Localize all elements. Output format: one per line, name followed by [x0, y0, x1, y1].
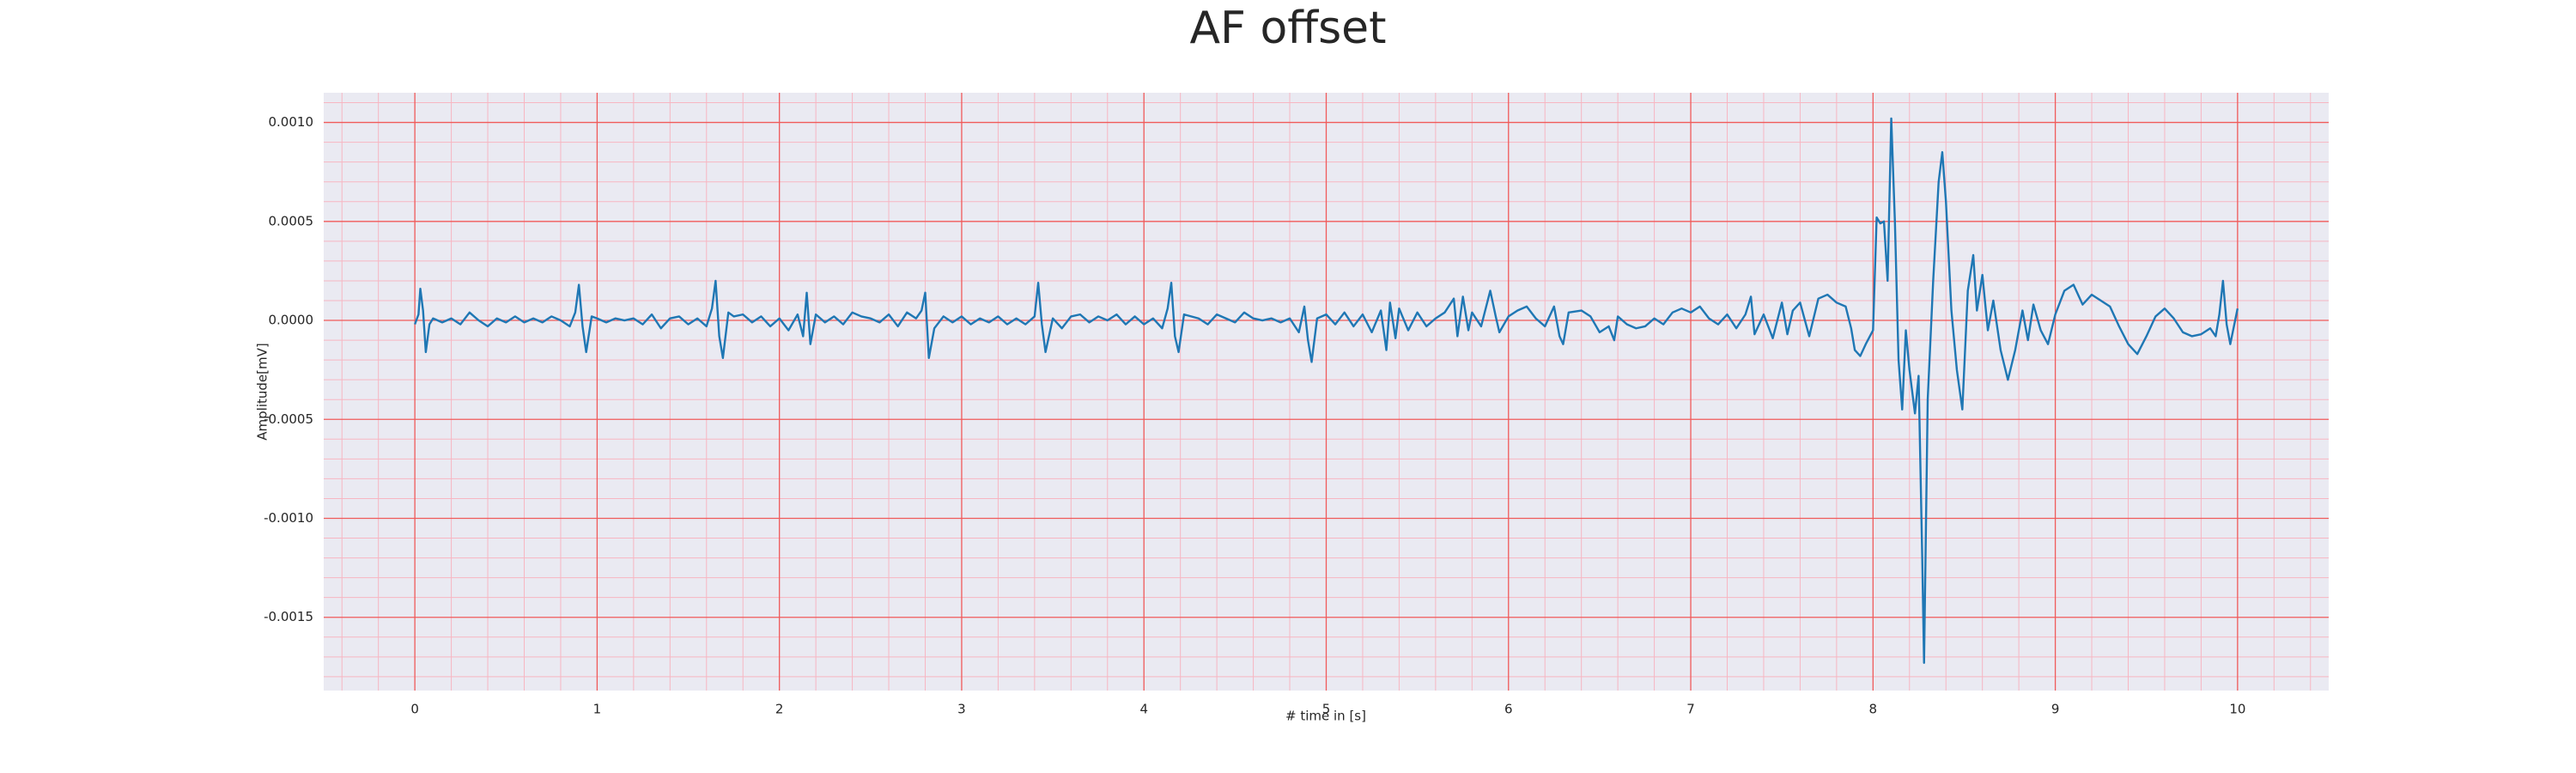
major-grid — [324, 93, 2329, 691]
y-tick-label: 0.0005 — [269, 213, 314, 228]
x-tick-label: 2 — [775, 702, 784, 717]
y-tick-label: -0.0010 — [264, 510, 313, 526]
y-tick-label: -0.0015 — [264, 609, 313, 624]
x-tick-label: 10 — [2229, 702, 2245, 717]
y-tick-label: -0.0005 — [264, 411, 313, 427]
x-tick-label: 3 — [957, 702, 966, 717]
data-layer — [414, 117, 2239, 664]
chart-title: AF offset — [1189, 3, 1386, 54]
x-tick-label: 1 — [593, 702, 602, 717]
x-tick-label: 7 — [1686, 702, 1695, 717]
y-tick-label: 0.0010 — [269, 114, 314, 130]
x-tick-label: 8 — [1869, 702, 1878, 717]
signal-line — [414, 117, 2239, 664]
y-axis-label: Amplitude[mV] — [255, 343, 270, 440]
labels: 0 1 2 3 4 5 6 7 8 9 10 -0.0015 -0.0010 -0.0005 0.0000 0… — [264, 114, 2245, 716]
x-tick-label: 0 — [410, 702, 419, 717]
x-tick-label: 5 — [1322, 702, 1331, 717]
y-tick-label: 0.0000 — [269, 313, 314, 328]
x-axis-label: # time in [s] — [1285, 709, 1366, 724]
x-tick-label: 9 — [2051, 702, 2060, 717]
x-tick-label: 6 — [1504, 702, 1513, 717]
x-tick-label: 4 — [1139, 702, 1148, 717]
